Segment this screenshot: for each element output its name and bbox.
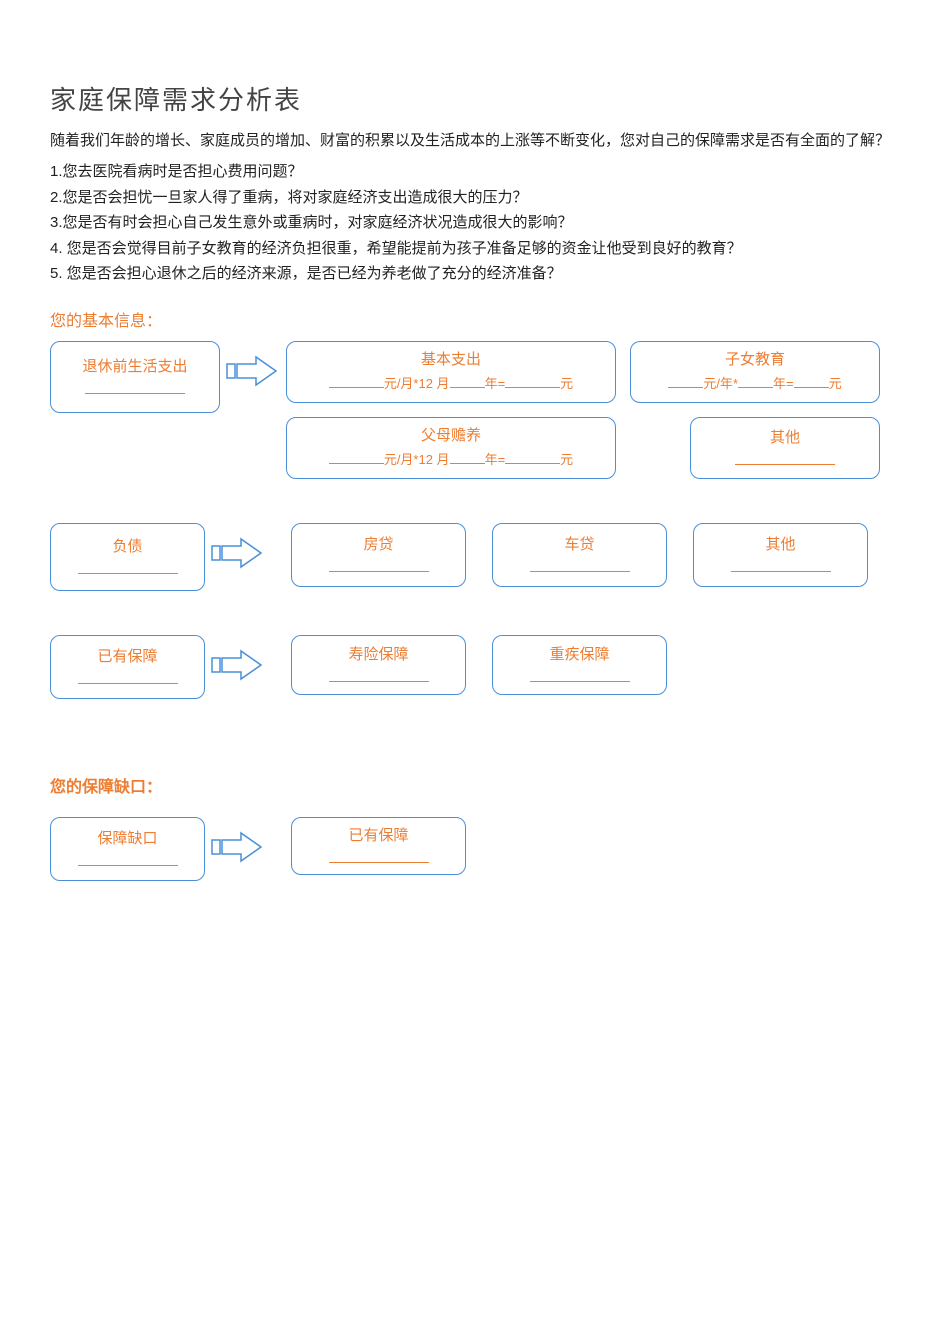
blank-line[interactable] — [505, 450, 560, 464]
blank-line[interactable] — [450, 450, 485, 464]
box-title: 子女教育 — [725, 348, 785, 369]
box-title: 车贷 — [564, 533, 594, 554]
expense-row: 退休前生活支出 基本支出 元/月*12 月年=元 子女教育 元/年*年=元 — [50, 341, 895, 479]
box-ci-cover: 重疾保障 — [492, 635, 667, 695]
blank-line[interactable] — [329, 558, 429, 572]
section-gap-label: 您的保障缺口： — [50, 773, 895, 797]
formula-text: 元 — [560, 452, 573, 467]
box-formula: 元/月*12 月 年= 元 — [329, 449, 573, 468]
formula-text: 元/月*12 月 — [384, 452, 450, 467]
blank-line[interactable] — [329, 450, 384, 464]
blank-line[interactable] — [530, 558, 630, 572]
box-formula: 元/年* 年= 元 — [668, 373, 841, 392]
arrow-icon — [211, 635, 265, 695]
question-item: 5. 您是否会担心退休之后的经济来源，是否已经为养老做了充分的经济准备？ — [50, 261, 895, 287]
cover-row: 已有保障 寿险保障 重疾保障 — [50, 635, 895, 699]
blank-line[interactable] — [329, 668, 429, 682]
box-basic-expense: 基本支出 元/月*12 月 年= 元 — [286, 341, 616, 403]
arrow-icon — [226, 341, 280, 401]
blank-line[interactable] — [78, 560, 178, 574]
formula-text: 元 — [560, 376, 573, 391]
box-title: 其他 — [770, 426, 800, 447]
box-title: 退休前生活支出 — [82, 355, 187, 376]
box-debt-other: 其他 — [693, 523, 868, 587]
question-item: 3.您是否有时会担心自己发生意外或重病时，对家庭经济状况造成很大的影响？ — [50, 210, 895, 236]
blank-line[interactable] — [668, 374, 703, 388]
blank-line[interactable] — [450, 374, 485, 388]
formula-text: 年= — [773, 376, 794, 391]
blank-line[interactable] — [78, 670, 178, 684]
blank-line[interactable] — [505, 374, 560, 388]
box-title: 已有保障 — [97, 645, 157, 666]
box-title: 其他 — [765, 533, 795, 554]
box-title: 已有保障 — [348, 824, 408, 845]
blank-line[interactable] — [85, 380, 185, 394]
question-item: 4. 您是否会觉得目前子女教育的经济负担很重，希望能提前为孩子准备足够的资金让他… — [50, 236, 895, 262]
formula-text: 年= — [485, 376, 506, 391]
section-basic-label: 您的基本信息： — [50, 307, 895, 331]
box-title: 基本支出 — [421, 348, 481, 369]
debt-row: 负债 房贷 车贷 其他 — [50, 523, 895, 591]
box-title: 重疾保障 — [549, 643, 609, 664]
box-other-expense: 其他 — [690, 417, 880, 479]
formula-text: 元/月*12 月 — [384, 376, 450, 391]
box-gap: 保障缺口 — [50, 817, 205, 881]
formula-text: 年= — [485, 452, 506, 467]
blank-line[interactable] — [735, 451, 835, 465]
arrow-icon — [211, 523, 265, 583]
blank-line[interactable] — [78, 852, 178, 866]
page-title: 家庭保障需求分析表 — [50, 80, 895, 117]
formula-text: 元/年* — [703, 376, 738, 391]
question-list: 1.您去医院看病时是否担心费用问题？ 2.您是否会担忧一旦家人得了重病，将对家庭… — [50, 159, 895, 287]
box-life-cover: 寿险保障 — [291, 635, 466, 695]
box-title: 房贷 — [363, 533, 393, 554]
formula-text: 元 — [829, 376, 842, 391]
box-parent-expense: 父母赡养 元/月*12 月 年= 元 — [286, 417, 616, 479]
blank-line[interactable] — [731, 558, 831, 572]
blank-line[interactable] — [530, 668, 630, 682]
box-gap-have: 已有保障 — [291, 817, 466, 875]
box-formula: 元/月*12 月 年= 元 — [329, 373, 573, 392]
blank-line[interactable] — [794, 374, 829, 388]
intro-text: 随着我们年龄的增长、家庭成员的增加、财富的积累以及生活成本的上涨等不断变化，您对… — [50, 129, 895, 153]
box-carloan: 车贷 — [492, 523, 667, 587]
box-mortgage: 房贷 — [291, 523, 466, 587]
blank-line[interactable] — [329, 849, 429, 863]
blank-line[interactable] — [738, 374, 773, 388]
box-title: 负债 — [112, 535, 142, 556]
blank-line[interactable] — [329, 374, 384, 388]
arrow-icon — [211, 817, 265, 877]
question-item: 1.您去医院看病时是否担心费用问题？ — [50, 159, 895, 185]
box-debt: 负债 — [50, 523, 205, 591]
box-title: 寿险保障 — [348, 643, 408, 664]
box-cover: 已有保障 — [50, 635, 205, 699]
box-pre-retire-expense: 退休前生活支出 — [50, 341, 220, 413]
expense-targets: 基本支出 元/月*12 月年=元 子女教育 元/年*年=元 父母赡养 元/月*1… — [286, 341, 880, 479]
question-item: 2.您是否会担忧一旦家人得了重病，将对家庭经济支出造成很大的压力？ — [50, 185, 895, 211]
gap-row: 保障缺口 已有保障 — [50, 817, 895, 881]
box-title: 父母赡养 — [421, 424, 481, 445]
box-title: 保障缺口 — [97, 827, 157, 848]
box-edu-expense: 子女教育 元/年* 年= 元 — [630, 341, 880, 403]
